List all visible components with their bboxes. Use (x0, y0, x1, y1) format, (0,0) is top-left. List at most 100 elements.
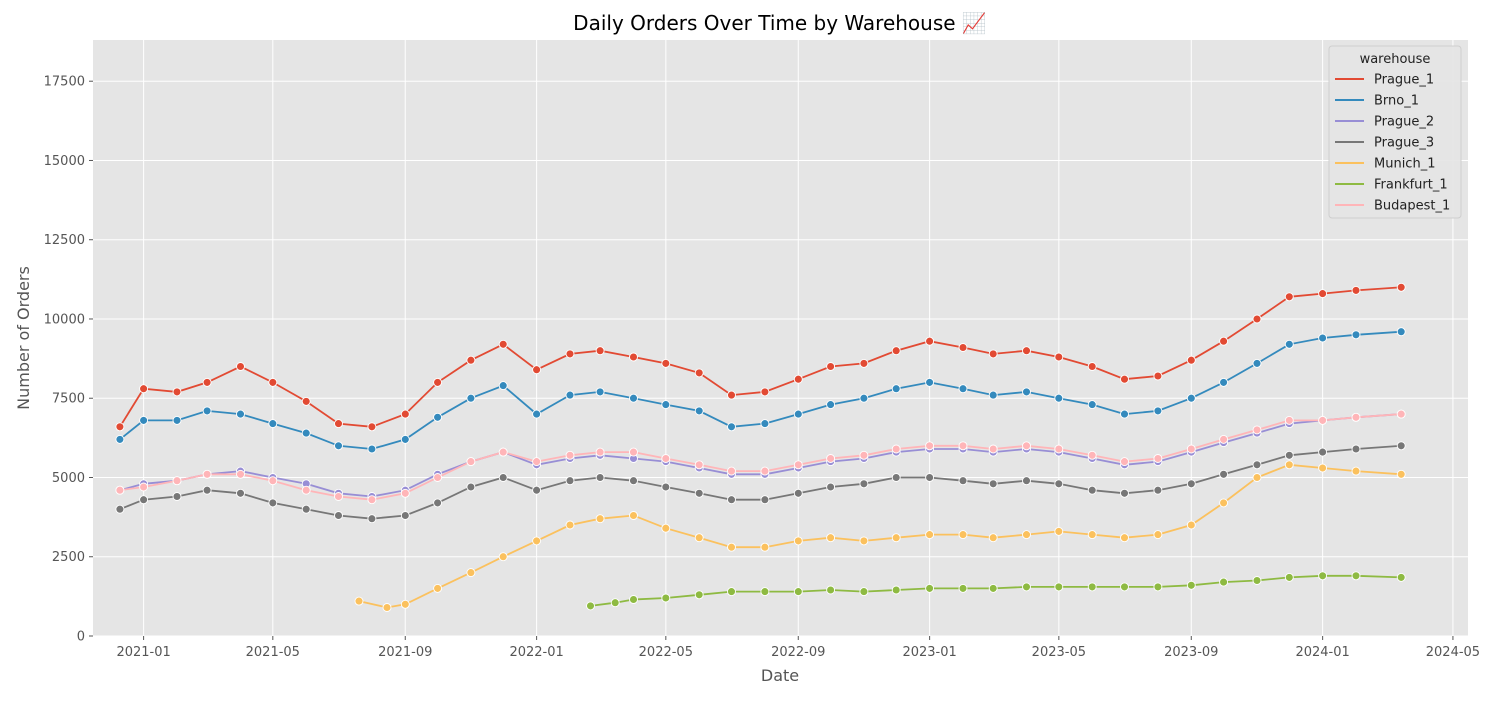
data-point (1396, 409, 1406, 419)
data-point (400, 488, 410, 498)
data-point (1219, 469, 1229, 479)
data-point (958, 441, 968, 451)
data-point (466, 393, 476, 403)
data-point (891, 444, 901, 454)
series-Prague_1 (115, 282, 1406, 432)
series-Munich_1 (354, 460, 1406, 612)
data-point (595, 473, 605, 482)
data-point (661, 400, 671, 410)
data-point (1186, 393, 1196, 403)
data-point (629, 511, 638, 520)
legend-title: warehouse (1360, 52, 1431, 67)
data-point (727, 466, 736, 476)
data-point (1318, 415, 1328, 425)
data-point (1054, 479, 1064, 489)
plot-background (93, 40, 1468, 636)
data-point (172, 415, 182, 425)
data-point (172, 476, 182, 486)
data-point (268, 377, 278, 387)
data-point (1219, 336, 1229, 346)
data-point (1351, 285, 1361, 295)
data-point (236, 469, 245, 479)
x-tick-label: 2024-05 (1426, 645, 1480, 660)
series-line (590, 574, 1402, 607)
data-point (586, 601, 595, 611)
data-point (760, 387, 770, 397)
data-point (760, 587, 770, 597)
data-point (433, 473, 443, 482)
series-Frankfurt_1 (586, 571, 1406, 611)
data-point (1284, 572, 1294, 582)
data-point (498, 381, 508, 391)
legend-item: Prague_3 (1335, 136, 1434, 151)
data-point (826, 533, 836, 543)
data-point (565, 450, 575, 460)
data-point (1351, 330, 1361, 340)
data-point (532, 365, 542, 375)
data-point (1396, 469, 1406, 479)
data-point (433, 377, 443, 387)
data-point (301, 428, 311, 438)
data-point (268, 476, 278, 486)
data-point (760, 542, 770, 552)
data-point (793, 488, 803, 498)
data-point (1284, 460, 1294, 470)
data-point (1318, 447, 1328, 457)
data-point (925, 530, 935, 540)
data-point (172, 492, 182, 501)
data-point (532, 457, 542, 467)
data-point (236, 488, 245, 498)
series-line (119, 413, 1402, 501)
data-point (1396, 441, 1406, 451)
legend: warehouse Prague_1 Brno_1 Prague_2 Prague_3… (1328, 45, 1462, 219)
data-point (334, 492, 343, 501)
legend-item: Munich_1 (1335, 157, 1435, 172)
data-point (1318, 289, 1328, 299)
data-point (859, 450, 869, 460)
data-point (988, 390, 998, 400)
data-point (1284, 415, 1294, 425)
data-point (115, 434, 125, 444)
data-point (958, 530, 968, 540)
data-point (988, 479, 998, 489)
data-point (1054, 582, 1064, 592)
data-point (694, 488, 704, 498)
data-point (727, 422, 736, 432)
data-point (925, 377, 935, 387)
data-point (1252, 460, 1262, 470)
data-point (1120, 409, 1129, 419)
data-point (859, 479, 869, 489)
data-point (727, 587, 736, 597)
data-point (367, 495, 377, 505)
y-tick-label: 7500 (52, 392, 85, 407)
data-point (115, 485, 125, 495)
data-point (1120, 374, 1129, 384)
data-point (760, 419, 770, 429)
data-point (1284, 450, 1294, 460)
data-point (988, 583, 998, 593)
data-point (891, 384, 901, 394)
legend-label: Munich_1 (1374, 157, 1435, 172)
data-point (595, 514, 605, 524)
x-tick-label: 2023-01 (902, 645, 956, 660)
data-point (1318, 463, 1328, 473)
data-point (595, 346, 605, 356)
data-point (498, 339, 508, 349)
series-line (119, 444, 1402, 520)
data-point (727, 390, 736, 400)
data-point (661, 358, 671, 368)
data-point (498, 473, 508, 482)
data-point (367, 422, 377, 432)
data-point (629, 476, 638, 486)
data-point (859, 393, 869, 403)
data-point (760, 495, 770, 505)
data-point (595, 447, 605, 457)
x-tick-label: 2021-09 (378, 645, 432, 660)
data-point (727, 495, 736, 505)
data-point (498, 447, 508, 457)
data-point (532, 409, 542, 419)
data-point (334, 511, 343, 520)
series-Budapest_1 (115, 409, 1406, 505)
data-point (760, 466, 770, 476)
